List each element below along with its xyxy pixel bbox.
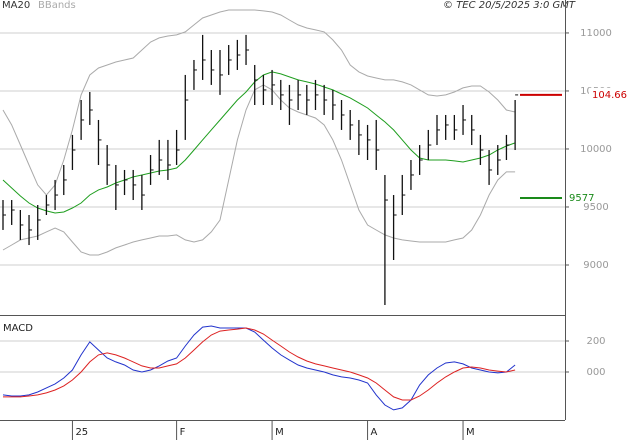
y-tick-label: 9500 [583,202,608,213]
price-label: 9577 [569,193,594,204]
ma-line [2,71,516,214]
price-label: 104.66 [592,90,627,101]
y-tick-label: 9000 [583,260,608,271]
indicator-line [3,327,516,401]
band-lower [2,84,516,256]
indicator-line [2,325,516,411]
legend-entry: BBands [38,0,76,11]
x-tick-label: M [275,427,284,438]
y-tick-label: 200 [586,336,605,347]
x-tick-label: F [180,427,186,438]
legend-entry: MA20 [2,0,30,11]
x-tick-label: A [371,427,378,438]
price-label-box [589,87,625,102]
x-tick-label: M [466,427,475,438]
panel-title: MACD [3,323,33,334]
source: © TEC 20/5/2025 3:0 GMT [443,0,576,11]
y-tick-label: 11000 [580,28,612,39]
y-tick-label: 10000 [580,144,612,155]
y-tick-label: 000 [586,367,605,378]
x-tick-label: 25 [75,427,88,438]
band-upper [2,9,516,196]
